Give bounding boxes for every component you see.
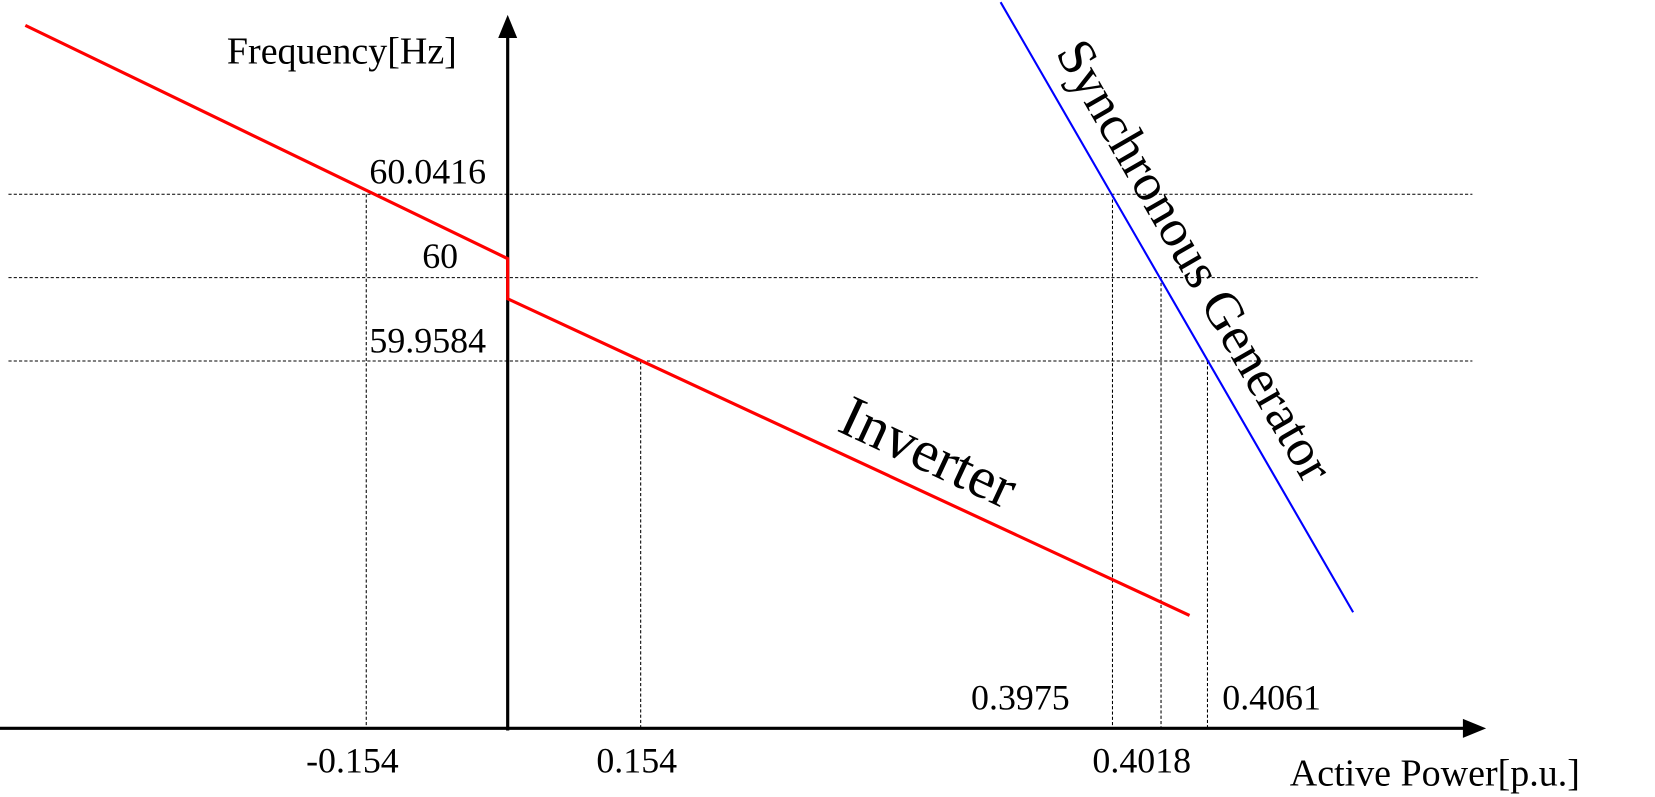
power-label: 0.4061 <box>1222 677 1321 717</box>
generator-curve <box>999 1 1355 613</box>
curve-label: Synchronous Generator <box>1045 30 1345 492</box>
curve-label: Inverter <box>830 382 1028 521</box>
y-axis-arrow <box>498 14 518 39</box>
frequency-label: 60.0416 <box>369 152 486 192</box>
power-label: -0.154 <box>306 741 399 781</box>
x-axis-label: Active Power[p.u.] <box>1290 752 1580 794</box>
power-label: 0.154 <box>596 741 677 781</box>
frequency-label: 59.9584 <box>369 321 486 361</box>
power-label: 0.4018 <box>1092 741 1191 781</box>
y-axis-label: Frequency[Hz] <box>227 30 457 72</box>
x-axis-arrow <box>1462 718 1487 738</box>
frequency-label: 60 <box>422 236 458 276</box>
inverter-curve <box>24 23 1191 617</box>
guide-lines <box>8 193 1478 729</box>
power-label: 0.3975 <box>971 677 1070 717</box>
